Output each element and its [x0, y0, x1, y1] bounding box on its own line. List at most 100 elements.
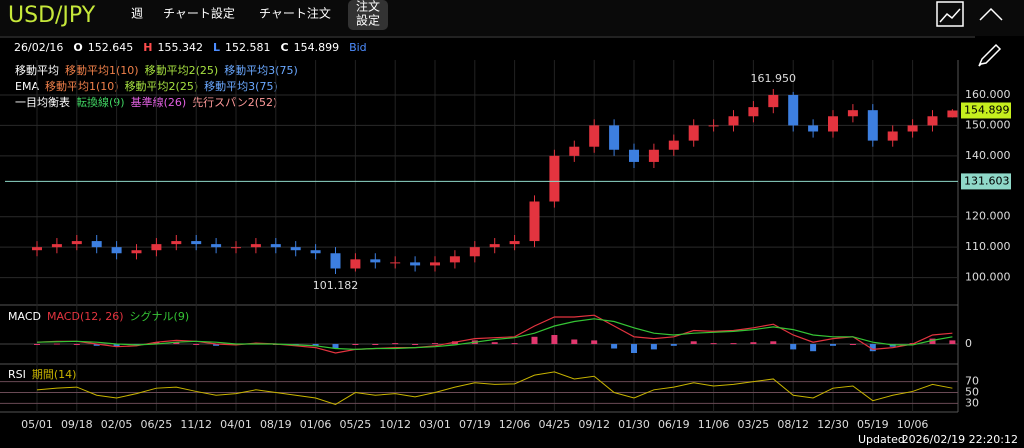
- histogram-bar: [810, 344, 817, 352]
- histogram-bar: [173, 342, 180, 344]
- histogram-bar: [730, 343, 737, 345]
- candle-body: [250, 244, 261, 248]
- order-settings-button[interactable]: [348, 0, 388, 30]
- histogram-bar: [631, 344, 637, 353]
- histogram-bar: [531, 336, 538, 344]
- candle-body: [191, 241, 202, 245]
- legend-entry: 期間(14): [32, 368, 77, 381]
- histogram-bar: [869, 344, 876, 352]
- quote-side: Bid: [349, 41, 367, 54]
- candle-body: [231, 247, 241, 249]
- candle-body: [32, 247, 42, 251]
- histogram-bar: [113, 344, 120, 347]
- panel-title: MACD: [8, 310, 41, 323]
- candle-body: [629, 149, 639, 162]
- low-label: 101.182: [313, 279, 359, 292]
- x-tick-label: 12/06: [499, 418, 531, 431]
- legend-item: 移動平均2(25): [145, 63, 219, 77]
- x-tick-label: 01/30: [618, 418, 650, 431]
- y-tick-label: 110.000: [965, 240, 1011, 253]
- period-button[interactable]: 週: [131, 7, 143, 21]
- quote-value: 155.342: [157, 41, 203, 54]
- candle-body: [569, 146, 580, 156]
- y-tick-label: 0: [965, 337, 972, 350]
- legend-item: 移動平均3(75): [224, 63, 298, 77]
- collapse-icon[interactable]: [979, 7, 1003, 21]
- x-tick-label: 05/25: [340, 418, 372, 431]
- candle-body: [708, 125, 719, 127]
- candle-body: [788, 94, 799, 126]
- candle-body: [489, 244, 500, 248]
- histogram-bar: [332, 344, 339, 349]
- last-price: 154.899: [964, 103, 1010, 116]
- x-tick-label: 09/18: [61, 418, 93, 431]
- histogram-bar: [690, 341, 697, 344]
- pencil[interactable]: [978, 43, 1002, 67]
- x-tick-label: 02/05: [101, 418, 133, 431]
- y-tick-label: 70: [965, 375, 979, 388]
- candle-body: [648, 149, 659, 162]
- candle-body: [828, 116, 838, 132]
- candle-body: [947, 110, 958, 118]
- drawing-icon[interactable]: [936, 1, 964, 27]
- histogram-bar: [790, 344, 797, 350]
- candle-body: [847, 110, 858, 117]
- y-tick-label: 100.000: [965, 271, 1011, 284]
- histogram-bar: [611, 344, 618, 349]
- macd-line: [36, 318, 953, 351]
- x-tick-label: 06/25: [141, 418, 173, 431]
- candle-body: [449, 256, 460, 263]
- histogram-bar: [929, 338, 936, 344]
- candle-body: [111, 247, 122, 254]
- x-tick-label: 11/06: [698, 418, 730, 431]
- icon-frame[interactable]: [936, 1, 964, 27]
- candle-body: [270, 244, 281, 248]
- legend-item: 移動平均1(10): [65, 63, 139, 77]
- candle-body: [430, 262, 440, 266]
- legend-item: 基準線(26): [131, 95, 187, 109]
- histogram-bar: [830, 344, 836, 346]
- histogram-bar: [53, 343, 60, 345]
- histogram-bar: [849, 344, 856, 345]
- candle-body: [171, 241, 182, 245]
- y-tick-label: 150.000: [965, 118, 1011, 131]
- x-tick-label: 09/12: [578, 418, 610, 431]
- legend-entry: シグナル(9): [130, 309, 190, 323]
- x-tick-label: 08/12: [777, 418, 809, 431]
- x-tick-label: 10/06: [897, 418, 929, 431]
- chart-order[interactable]: チャート注文: [259, 6, 331, 21]
- histogram-bar: [650, 344, 657, 350]
- chart-settings[interactable]: チャート設定: [163, 6, 235, 21]
- histogram-bar: [432, 343, 438, 345]
- quote-value: 152.645: [88, 41, 134, 54]
- pencil-icon[interactable]: [978, 43, 1002, 67]
- candle-body: [927, 116, 938, 126]
- candle-body: [350, 259, 361, 269]
- order-settings-text[interactable]: 設定: [356, 13, 380, 28]
- last-price-bg: [961, 102, 1011, 119]
- histogram-bar: [551, 335, 558, 344]
- histogram-bar: [670, 344, 677, 346]
- histogram-bar: [153, 342, 160, 344]
- histogram-bar: [491, 342, 498, 344]
- candle-body: [410, 262, 421, 266]
- candle-body: [768, 94, 779, 108]
- icon-line[interactable]: [939, 8, 961, 23]
- histogram-bar: [511, 343, 518, 345]
- candle-body: [748, 107, 759, 117]
- x-tick-label: 04/01: [220, 418, 252, 431]
- y-tick-label: 120.000: [965, 210, 1011, 223]
- y-tick-label: 30: [965, 396, 979, 409]
- reference-label: 131.603: [964, 174, 1010, 187]
- y-tick-label: 140.000: [965, 149, 1011, 162]
- candle-body: [529, 201, 540, 242]
- histogram-bar: [710, 343, 717, 345]
- quote-value: 154.899: [294, 41, 340, 54]
- x-tick-label: 11/12: [180, 418, 212, 431]
- x-tick-label: 08/19: [260, 418, 292, 431]
- candle-body: [688, 125, 699, 141]
- order-settings-text[interactable]: 注文: [356, 0, 380, 14]
- symbol[interactable]: USD/JPY: [8, 3, 96, 28]
